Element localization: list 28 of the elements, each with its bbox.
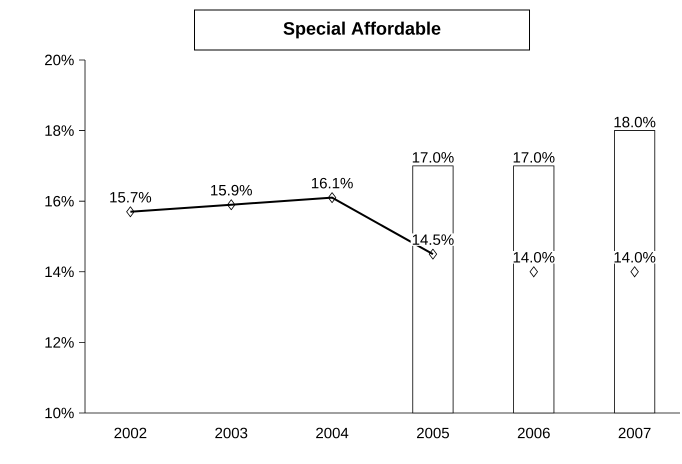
data-label: 14.5%	[412, 234, 454, 245]
data-label: 18.0%	[614, 116, 656, 128]
data-label: 14.0%	[614, 252, 656, 263]
y-tick-label: 12%	[45, 337, 74, 348]
point	[328, 192, 336, 204]
y-tick-label: 16%	[45, 196, 74, 206]
x-tick-label: 2004	[316, 428, 348, 438]
x-tick-label: 2006	[518, 428, 550, 438]
point	[630, 266, 639, 278]
x-tick-label: 2007	[618, 428, 651, 438]
data-label: 16.1%	[312, 178, 353, 188]
x-tick-label: 2005	[416, 428, 449, 438]
x-tick-label: 2003	[215, 428, 248, 438]
data-label: 15.9%	[211, 184, 252, 196]
data-label: 14.0%	[514, 252, 554, 263]
point	[530, 266, 538, 278]
point	[428, 248, 438, 260]
chart-title: Special Affordable	[284, 22, 440, 38]
point	[126, 206, 135, 218]
y-tick-label: 20%	[45, 54, 74, 66]
data-label: 15.7%	[110, 192, 152, 203]
y-tick-label: 18%	[45, 125, 74, 136]
data-label: 17.0%	[514, 152, 554, 163]
y-tick-label: 10%	[45, 408, 74, 418]
data-label: 17.0%	[412, 152, 454, 163]
x-tick-label: 2002	[114, 428, 146, 438]
point	[227, 199, 236, 210]
y-tick-label: 14%	[45, 266, 74, 278]
